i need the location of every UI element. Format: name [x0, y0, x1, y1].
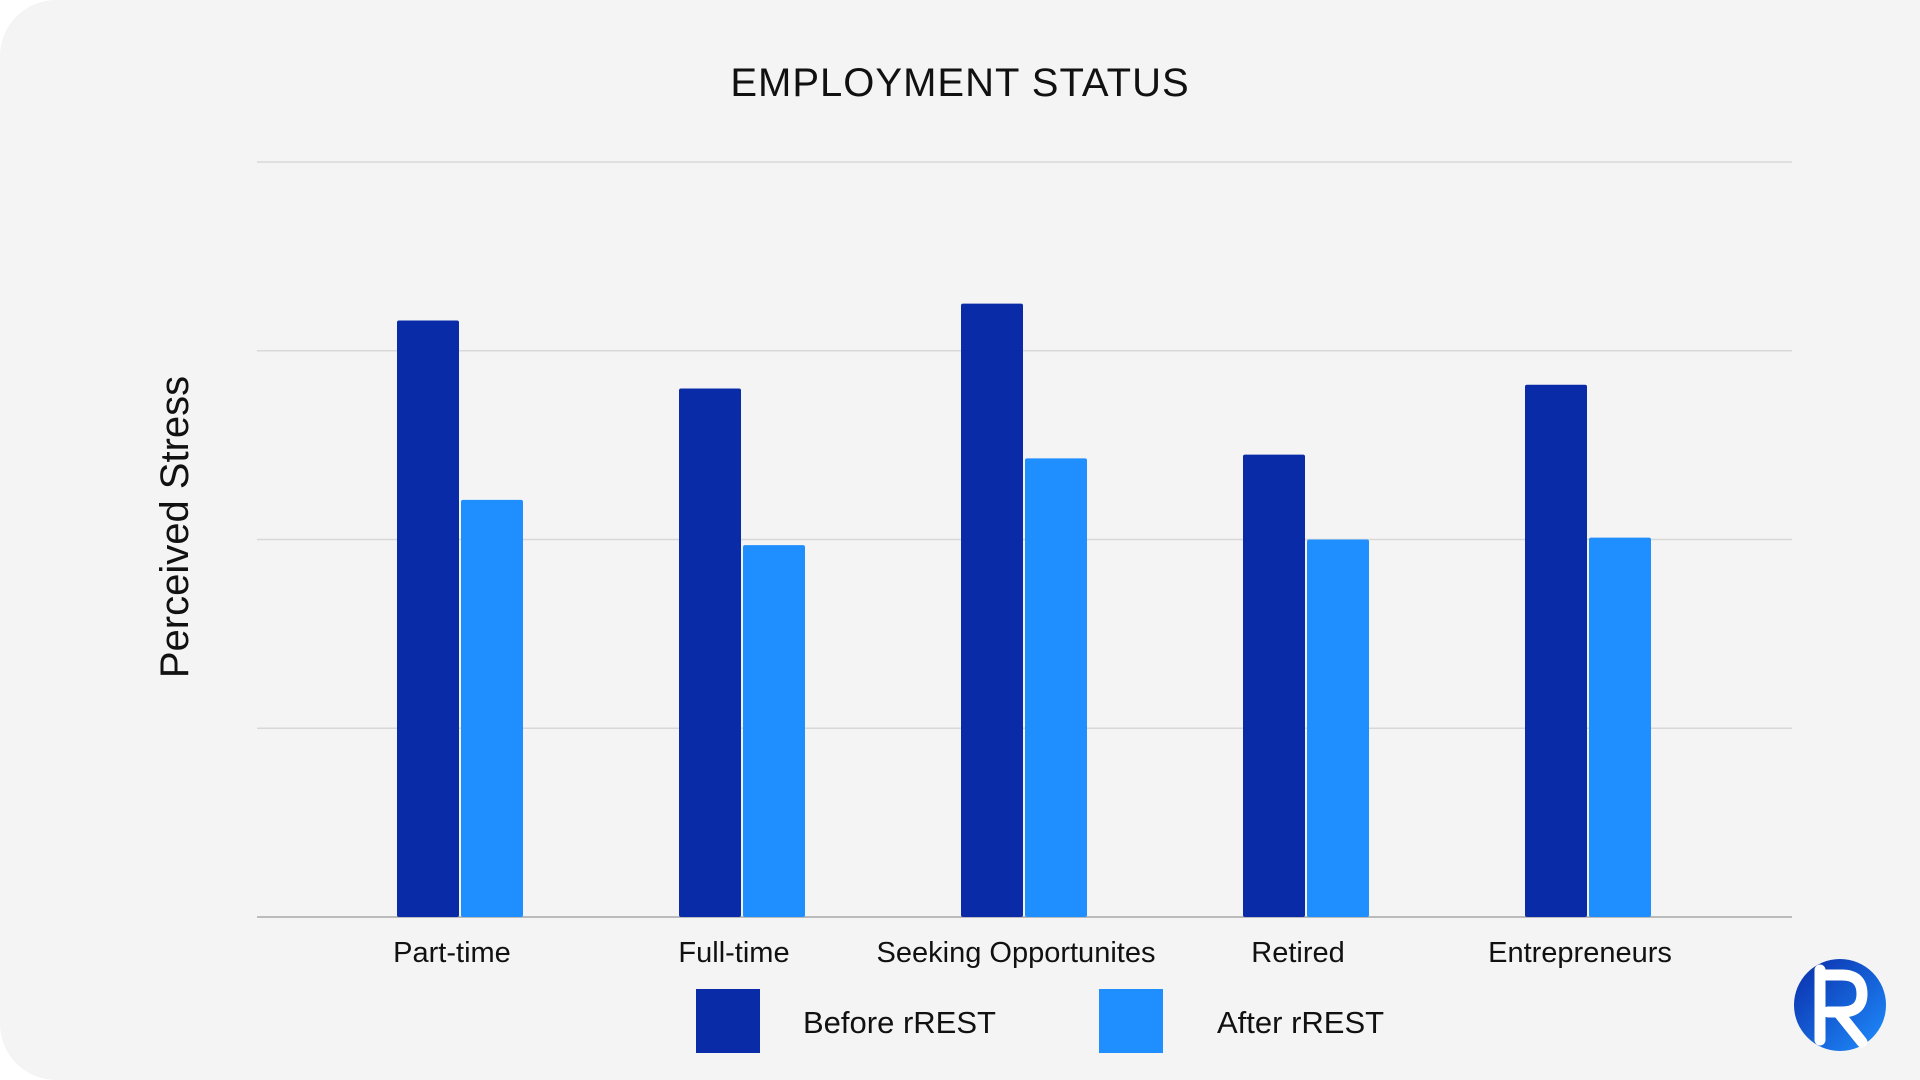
legend: Before rREST After rREST: [696, 989, 1384, 1053]
bar-after-full-time: [743, 545, 805, 917]
x-tick-label: Full-time: [678, 937, 789, 969]
bar-before-full-time: [679, 388, 741, 917]
bar-after-retired: [1307, 539, 1369, 917]
legend-label-after: After rREST: [1217, 1005, 1384, 1040]
x-tick-label: Entrepreneurs: [1488, 937, 1672, 969]
x-tick-labels: Part-time Full-time Seeking Opportunites Re…: [393, 937, 1672, 969]
chart-title: EMPLOYMENT STATUS: [730, 61, 1189, 105]
x-tick-label: Part-time: [393, 937, 511, 969]
legend-label-before: Before rREST: [803, 1005, 996, 1040]
legend-swatch-before: [696, 989, 760, 1053]
y-axis-label: Perceived Stress: [153, 376, 197, 678]
bar-after-seeking-opportunites: [1025, 458, 1087, 917]
r-logo-icon: [1794, 959, 1886, 1051]
bar-before-part-time: [397, 320, 459, 917]
bars: [397, 303, 1651, 918]
bar-before-retired: [1243, 454, 1305, 917]
x-tick-label: Retired: [1251, 937, 1345, 969]
bar-before-seeking-opportunites: [961, 303, 1023, 917]
x-tick-label: Seeking Opportunites: [877, 937, 1156, 969]
bar-after-entrepreneurs: [1589, 537, 1651, 917]
legend-swatch-after: [1099, 989, 1163, 1053]
bar-after-part-time: [461, 499, 523, 917]
bar-before-entrepreneurs: [1525, 384, 1587, 918]
